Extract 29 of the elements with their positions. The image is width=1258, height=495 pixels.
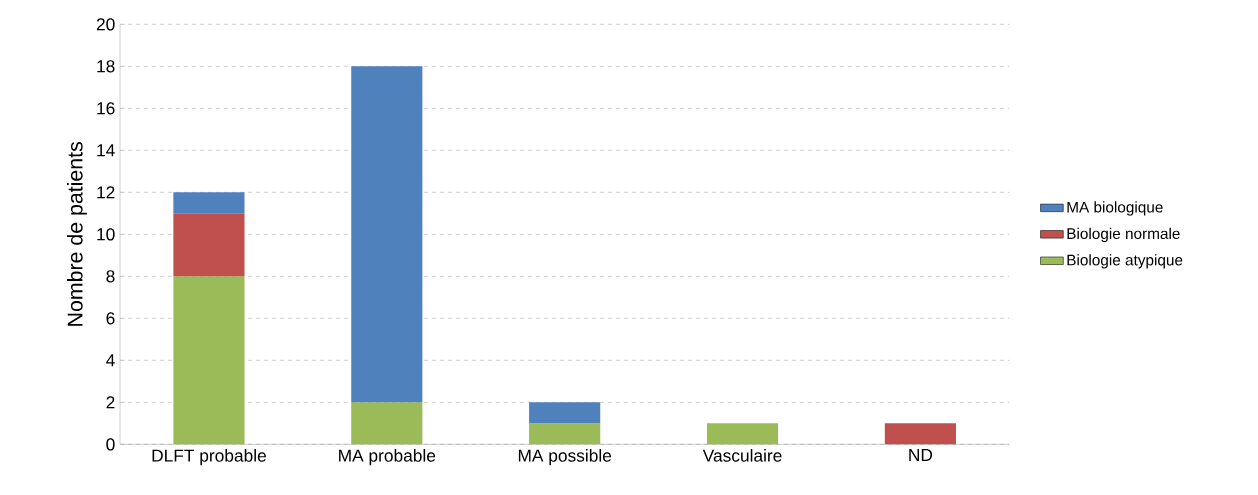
- x-tick-label: MA possible: [518, 449, 612, 466]
- bar: [884, 423, 956, 445]
- y-tick-label: 12: [97, 186, 115, 199]
- bar: [351, 402, 423, 445]
- bar: [173, 276, 245, 445]
- y-tick-label: 4: [106, 354, 115, 367]
- y-tick-label: 10: [97, 228, 115, 241]
- x-tick-label: DLFT probable: [152, 449, 266, 466]
- bar: [173, 192, 245, 214]
- x-tick-label: Vasculaire: [702, 449, 782, 462]
- legend-label: Biologie atypique: [1067, 254, 1183, 269]
- x-tick-label: MA probable: [339, 449, 436, 466]
- bar: [529, 423, 601, 445]
- bar: [706, 423, 779, 445]
- bar: [173, 213, 245, 277]
- y-axis-title: Nombre de patients: [66, 142, 87, 326]
- y-tick-label: 14: [97, 144, 115, 157]
- y-tick-label: 6: [106, 312, 115, 325]
- x-tick-label: ND: [909, 449, 933, 461]
- y-tick-label: 18: [97, 60, 115, 73]
- bar: [529, 402, 601, 424]
- legend-label: MA biologique: [1067, 201, 1163, 216]
- y-tick-label: 2: [106, 396, 115, 409]
- legend-label: Biologie normale: [1067, 227, 1180, 243]
- bar: [351, 66, 423, 403]
- y-tick-label: 16: [97, 102, 115, 115]
- y-tick-label: 20: [96, 18, 115, 31]
- y-tick-label: 8: [106, 270, 115, 283]
- y-tick-label: 0: [106, 438, 115, 451]
